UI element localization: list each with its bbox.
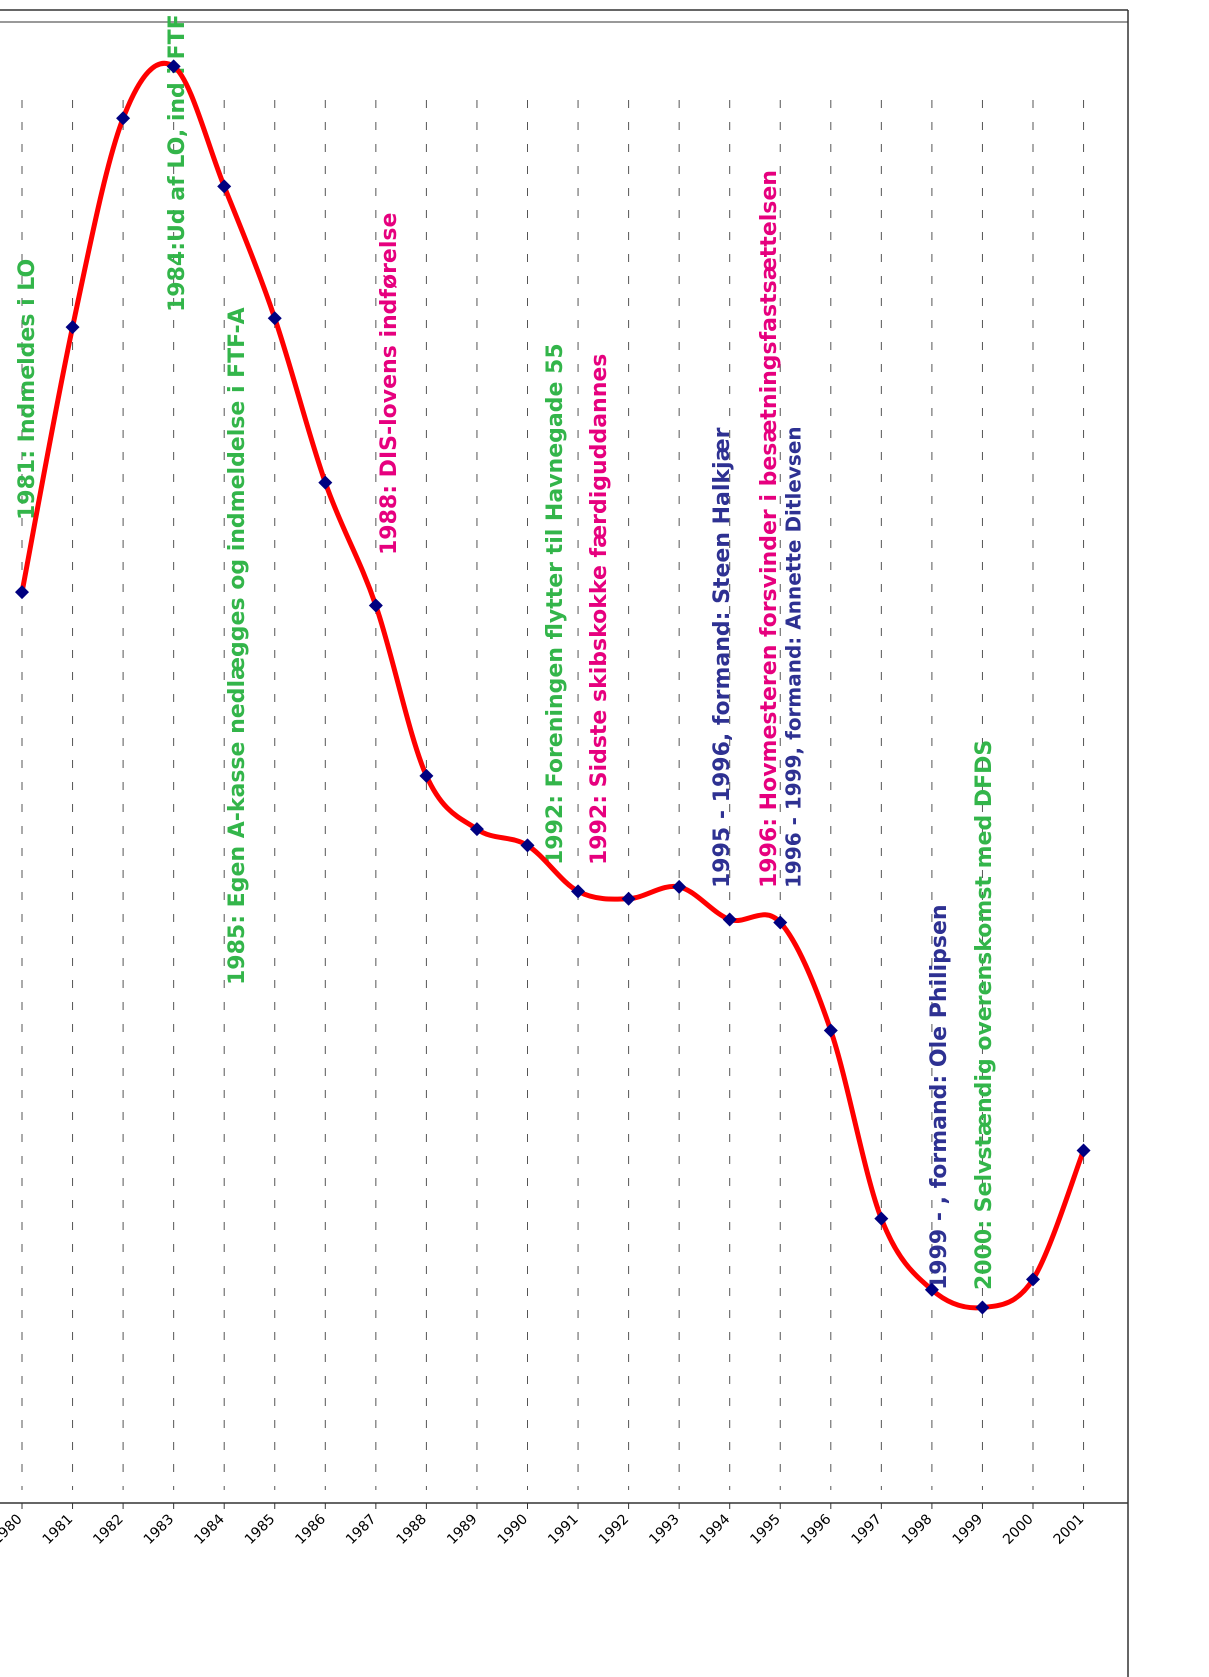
data-marker xyxy=(773,915,788,930)
annotation: 1995 - 1996, formand: Steen Halkjær xyxy=(710,427,735,888)
annotation: 1996: Hovmesteren forsvinder i besætning… xyxy=(757,170,782,888)
x-tick-label: 1991 xyxy=(545,1511,582,1548)
data-marker xyxy=(975,1300,990,1315)
x-tick-label: 1988 xyxy=(394,1511,431,1548)
data-marker xyxy=(672,879,687,894)
x-tick-label: 1996 xyxy=(798,1511,835,1548)
x-tick-label: 1989 xyxy=(444,1511,481,1548)
data-marker xyxy=(15,585,29,600)
data-marker xyxy=(722,912,737,927)
x-tick-label: 1981 xyxy=(40,1511,77,1548)
data-marker xyxy=(267,311,282,326)
data-marker xyxy=(1076,1143,1091,1158)
x-tick-label: 1999 xyxy=(950,1511,987,1548)
annotation: 1985: Egen A-kasse nedlægges og indmelde… xyxy=(225,307,250,985)
data-marker xyxy=(874,1211,889,1226)
data-marker xyxy=(823,1023,838,1038)
x-tick-label: 1994 xyxy=(697,1511,734,1548)
x-tick-label: 1985 xyxy=(242,1511,279,1548)
data-marker xyxy=(1026,1272,1040,1287)
x-tick-label: 2000 xyxy=(1000,1511,1037,1548)
annotation: 1984:Ud af LO, ind i FTF xyxy=(165,14,190,312)
data-marker xyxy=(65,320,80,335)
data-marker xyxy=(368,598,383,613)
annotation: 1999 - , formand: Ole Philipsen xyxy=(927,904,952,1290)
annotation: 1981: Indmeldes i LO xyxy=(15,259,40,520)
annotation: 1988: DIS-lovens indførelse xyxy=(377,213,402,555)
data-marker xyxy=(166,59,181,74)
annotation: 1996 - 1999, formand: Annette Ditlevsen xyxy=(782,426,806,888)
annotation: 2000: Selvstændig overenskomst med DFDS xyxy=(972,740,997,1290)
data-marker xyxy=(318,475,333,490)
x-tick-label: 2001 xyxy=(1051,1511,1088,1548)
data-marker xyxy=(116,111,131,126)
x-tick-label: 1993 xyxy=(646,1511,683,1548)
x-tick-label: 1980 xyxy=(0,1511,26,1548)
x-tick-label: 1997 xyxy=(848,1511,885,1548)
x-tick-label: 1984 xyxy=(191,1511,228,1548)
x-tick-label: 1982 xyxy=(90,1511,127,1548)
data-marker xyxy=(571,884,586,899)
x-tick-label: 1990 xyxy=(495,1511,532,1548)
x-tick-label: 1986 xyxy=(292,1511,329,1548)
annotation: 1992: Sidste skibskokke færdiguddannes xyxy=(587,354,612,865)
x-tick-label: 1987 xyxy=(343,1511,380,1548)
annotation: 1992: Foreningen flytter til Havnegade 5… xyxy=(543,343,568,865)
data-marker xyxy=(924,1282,939,1297)
data-marker xyxy=(217,179,232,194)
data-marker xyxy=(520,838,535,853)
data-line xyxy=(19,60,1086,1311)
x-tick-label: 1992 xyxy=(596,1511,633,1548)
data-marker xyxy=(419,768,434,783)
x-tick-label: 1998 xyxy=(899,1511,936,1548)
data-marker xyxy=(621,891,636,906)
x-tick-label: 1995 xyxy=(747,1511,784,1548)
data-marker xyxy=(469,822,484,837)
x-tick-label: 1983 xyxy=(141,1511,178,1548)
